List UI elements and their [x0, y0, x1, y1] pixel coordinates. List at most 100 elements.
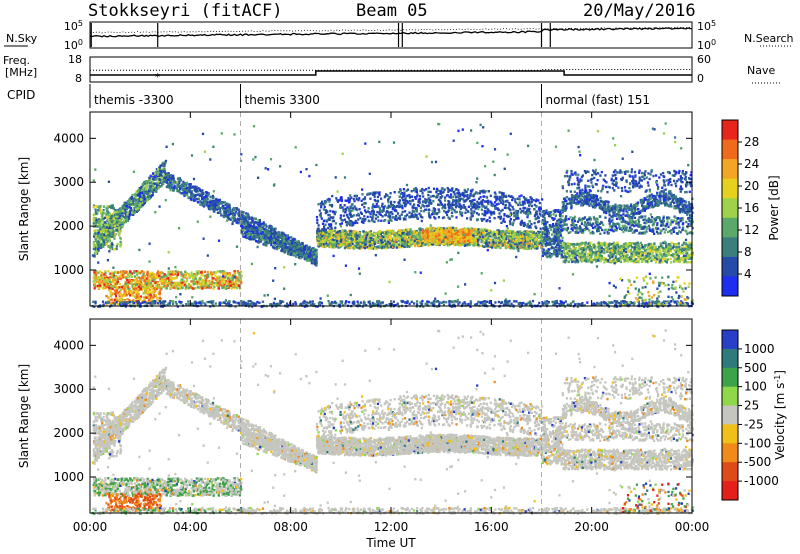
- power-cell: [148, 195, 150, 197]
- power-cell: [186, 187, 188, 189]
- power-cell: [132, 294, 134, 296]
- power-cell: [198, 270, 200, 272]
- power-cell: [97, 209, 99, 211]
- power-cell: [192, 287, 194, 289]
- power-cell: [147, 180, 149, 182]
- power-cell: [218, 287, 220, 289]
- power-cell: [236, 221, 238, 223]
- power-cell: [116, 224, 118, 226]
- power-cell: [93, 245, 95, 247]
- power-cell: [96, 219, 98, 221]
- power-cell: [289, 242, 291, 244]
- power-cell: [124, 290, 126, 292]
- power-cell: [216, 277, 218, 279]
- power-cell: [298, 256, 300, 258]
- power-cell: [269, 237, 271, 239]
- power-cell: [290, 246, 292, 248]
- power-cell: [116, 245, 118, 247]
- power-cell: [279, 237, 281, 239]
- power-cell: [104, 217, 106, 219]
- power-cell: [265, 229, 267, 231]
- power-cell: [298, 250, 300, 252]
- power-cell: [168, 282, 170, 284]
- power-cell: [186, 279, 188, 281]
- power-cell: [407, 228, 409, 230]
- power-cell: [130, 291, 132, 293]
- power-cell: [117, 281, 119, 283]
- power-cell: [288, 237, 290, 239]
- power-cell: [230, 277, 232, 279]
- power-cell: [144, 298, 146, 300]
- power-cell: [109, 290, 111, 292]
- power-cell: [208, 205, 210, 207]
- power-cell: [159, 173, 161, 175]
- power-cell: [140, 198, 142, 200]
- power-cell: [123, 204, 125, 206]
- power-cell: [119, 298, 121, 300]
- power-cell: [247, 213, 249, 215]
- power-cell: [270, 244, 272, 246]
- power-cell: [212, 200, 214, 202]
- power-cell: [186, 182, 188, 184]
- power-cell: [156, 272, 158, 274]
- power-cell: [165, 160, 167, 162]
- power-cell: [151, 287, 153, 289]
- power-cell: [157, 174, 159, 176]
- power-cell: [100, 210, 102, 212]
- power-cell: [205, 279, 207, 281]
- power-cell: [242, 233, 244, 235]
- power-cell: [215, 201, 217, 203]
- power-cell: [155, 294, 157, 296]
- power-cell: [218, 203, 220, 205]
- power-cell: [173, 271, 175, 273]
- power-cell: [266, 225, 268, 227]
- power-cell: [95, 252, 97, 254]
- power-cell: [170, 184, 172, 186]
- power-cell: [148, 279, 150, 281]
- power-cell: [256, 232, 258, 234]
- power-cell: [179, 188, 181, 190]
- power-cell: [197, 286, 199, 288]
- power-cell: [186, 194, 188, 196]
- power-cell: [131, 194, 133, 196]
- power-cell: [120, 209, 122, 211]
- power-cell: [141, 270, 143, 272]
- power-cell: [169, 187, 171, 189]
- power-cell: [187, 197, 189, 199]
- power-cell: [309, 252, 311, 254]
- power-cell: [152, 291, 154, 293]
- power-cell: [115, 295, 117, 297]
- power-cell: [209, 201, 211, 203]
- power-cell: [122, 276, 124, 278]
- power-cell: [181, 187, 183, 189]
- power-cell: [179, 286, 181, 288]
- power-cell: [226, 285, 228, 287]
- power-cell: [131, 196, 133, 198]
- power-cell: [274, 230, 276, 232]
- power-cell: [114, 235, 116, 237]
- power-cell: [185, 286, 187, 288]
- power-cell: [158, 275, 160, 277]
- power-cell: [480, 245, 482, 247]
- power-cell: [144, 277, 146, 279]
- power-cell: [122, 221, 124, 223]
- power-cell: [314, 260, 316, 262]
- power-cell: [98, 207, 100, 209]
- power-cell: [97, 235, 99, 237]
- power-cell: [201, 287, 203, 289]
- power-cell: [194, 196, 196, 198]
- power-cell: [232, 214, 234, 216]
- power-cell: [100, 223, 102, 225]
- power-cell: [169, 277, 171, 279]
- power-cell: [245, 226, 247, 228]
- power-cell: [154, 172, 156, 174]
- power-cell: [159, 297, 161, 299]
- power-cell: [234, 272, 236, 274]
- power-cell: [377, 231, 379, 233]
- power-cell: [93, 219, 95, 221]
- power-cell: [276, 248, 278, 250]
- power-cell: [200, 190, 202, 192]
- power-cell: [176, 184, 178, 186]
- power-cell: [94, 287, 96, 289]
- power-cell: [149, 273, 151, 275]
